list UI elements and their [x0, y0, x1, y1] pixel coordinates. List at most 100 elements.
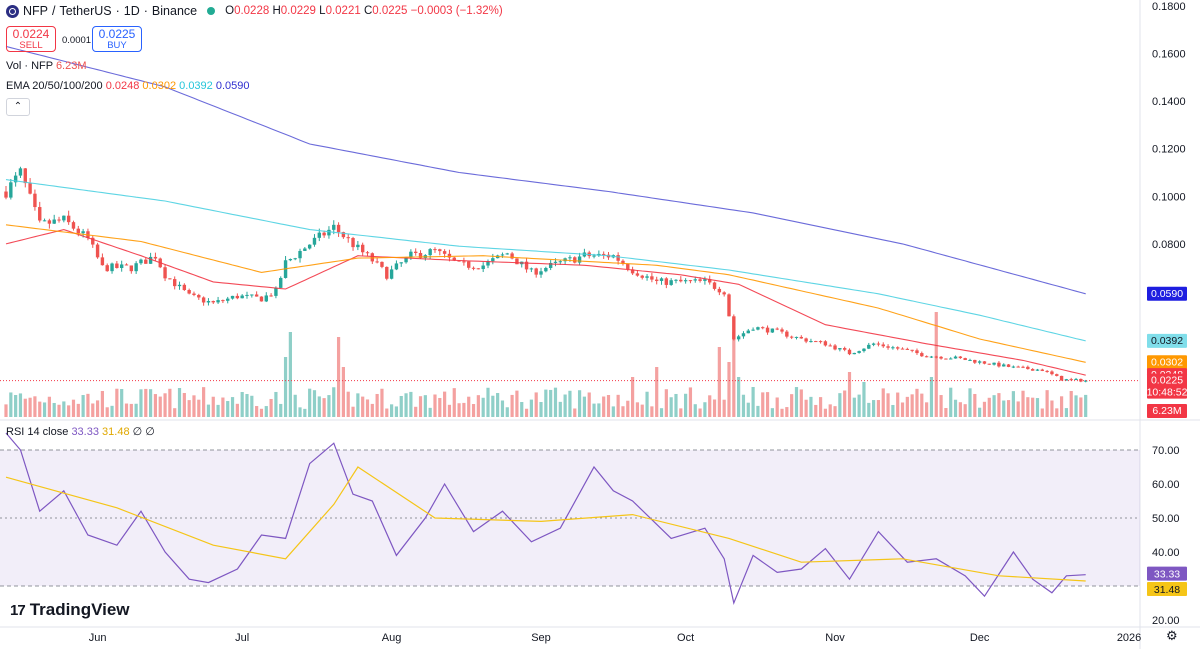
volume-bar — [847, 372, 852, 417]
buy-button[interactable]: 0.0225 BUY — [92, 26, 142, 52]
volume-bar — [202, 387, 206, 417]
volume-bar — [987, 397, 991, 417]
candle-body — [476, 268, 481, 270]
interval[interactable]: 1D — [123, 4, 140, 18]
rsi-tick-label: 50.00 — [1152, 513, 1180, 525]
rsi-line — [5, 432, 1086, 606]
volume-bar — [491, 395, 495, 417]
last-price-badge-text: 0.0225 — [1151, 375, 1183, 387]
candle-body — [187, 290, 191, 294]
volume-bar — [283, 357, 288, 417]
symbol-name[interactable]: NFP — [23, 4, 48, 18]
volume-bar — [799, 389, 803, 417]
candle-body — [389, 269, 394, 279]
candle-body — [510, 253, 514, 259]
volume-bar — [255, 406, 259, 417]
volume-bar — [602, 396, 606, 417]
sell-button[interactable]: 0.0224 SELL — [6, 26, 56, 52]
candle-body — [814, 341, 818, 343]
candle-body — [303, 248, 307, 251]
rsi-tick-label: 40.00 — [1152, 547, 1180, 559]
candle-body — [1074, 378, 1078, 380]
candle-body — [52, 219, 56, 224]
candle-body — [394, 263, 399, 270]
candle-body — [871, 343, 876, 345]
volume-bar — [486, 387, 490, 417]
volume-bar — [582, 396, 586, 417]
candle-body — [683, 280, 688, 282]
candle-body — [360, 244, 365, 253]
volume-bar — [298, 407, 302, 417]
quote-name[interactable]: TetherUS — [59, 4, 112, 18]
volume-bar — [110, 405, 114, 417]
volume-bar — [563, 394, 567, 417]
candle-body — [539, 271, 543, 275]
candle-body — [732, 316, 736, 340]
volume-bar — [843, 390, 847, 417]
candle-body — [650, 276, 654, 280]
candle-body — [351, 238, 355, 248]
exchange: Binance — [151, 4, 198, 18]
volume-bar — [404, 393, 408, 417]
candle-body — [761, 327, 765, 329]
candle-body — [322, 232, 326, 236]
volume-bar — [982, 401, 987, 417]
candle-body — [944, 358, 948, 360]
volume-bar — [765, 392, 770, 417]
volume-bar — [71, 399, 76, 417]
coin-icon — [6, 4, 19, 18]
volume-bar — [81, 395, 85, 417]
volume-bar — [944, 408, 948, 417]
volume-bar — [1011, 391, 1015, 417]
volume-legend[interactable]: Vol · NFP 6.23M — [6, 60, 87, 72]
volume-bar — [433, 394, 437, 417]
candle-body — [939, 356, 943, 359]
volume-badge: 6.23M — [1147, 404, 1187, 418]
rsi-value-badge-bg — [1147, 566, 1187, 581]
candle-body — [703, 279, 707, 281]
volume-bar — [47, 396, 51, 417]
volume-bar — [385, 408, 389, 417]
rsi-legend[interactable]: RSI 14 close 33.33 31.48 ∅ ∅ — [6, 425, 155, 438]
candle-body — [226, 298, 230, 301]
candle-body — [433, 249, 437, 251]
candle-body — [852, 352, 857, 355]
volume-bar — [1002, 400, 1006, 417]
candle-body — [601, 253, 606, 255]
volume-bar — [1021, 390, 1025, 417]
candle-body — [173, 279, 177, 287]
volume-bar — [775, 397, 779, 417]
candle-body — [524, 261, 529, 270]
volume-bar — [274, 391, 278, 417]
candle-body — [245, 294, 249, 296]
ema-legend[interactable]: EMA 20/50/100/200 0.0248 0.0302 0.0392 0… — [6, 80, 250, 92]
volume-bar — [544, 389, 548, 417]
volume-bar — [303, 408, 307, 417]
ema200-badge-text: 0.0590 — [1151, 288, 1183, 300]
volume-bar — [317, 396, 321, 417]
volume-bar — [708, 395, 712, 417]
candle-body — [500, 254, 505, 256]
candle-body — [953, 356, 958, 359]
volume-bar — [197, 399, 201, 417]
chevron-up-icon[interactable]: ⌃ — [6, 98, 30, 116]
volume-bar — [67, 405, 71, 417]
candle-body — [153, 256, 158, 259]
volume-bar — [1031, 397, 1035, 417]
volume-bar — [505, 407, 509, 417]
candle-body — [789, 336, 794, 338]
time-tick-label: Jun — [89, 632, 107, 644]
volume-bar — [592, 403, 596, 417]
volume-bar — [674, 393, 678, 417]
volume-bar — [100, 390, 104, 417]
tradingview-logo[interactable]: 17 TradingView — [10, 600, 130, 620]
candle-body — [182, 284, 187, 291]
gear-icon[interactable]: ⚙ — [1166, 628, 1178, 643]
volume-bar — [206, 404, 211, 417]
volume-bar — [534, 392, 538, 417]
candle-body — [250, 294, 254, 296]
candle-body — [529, 268, 534, 270]
candle-body — [712, 282, 717, 289]
